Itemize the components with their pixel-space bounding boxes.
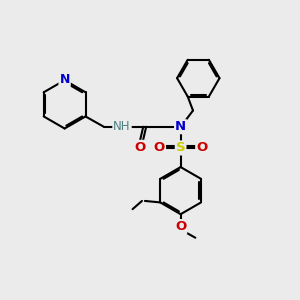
- Text: O: O: [135, 141, 146, 154]
- Text: O: O: [154, 141, 165, 154]
- Text: O: O: [175, 220, 186, 233]
- Text: S: S: [176, 141, 185, 154]
- Text: O: O: [196, 141, 208, 154]
- Text: N: N: [59, 73, 70, 86]
- Text: N: N: [175, 120, 186, 133]
- Text: NH: NH: [113, 120, 131, 133]
